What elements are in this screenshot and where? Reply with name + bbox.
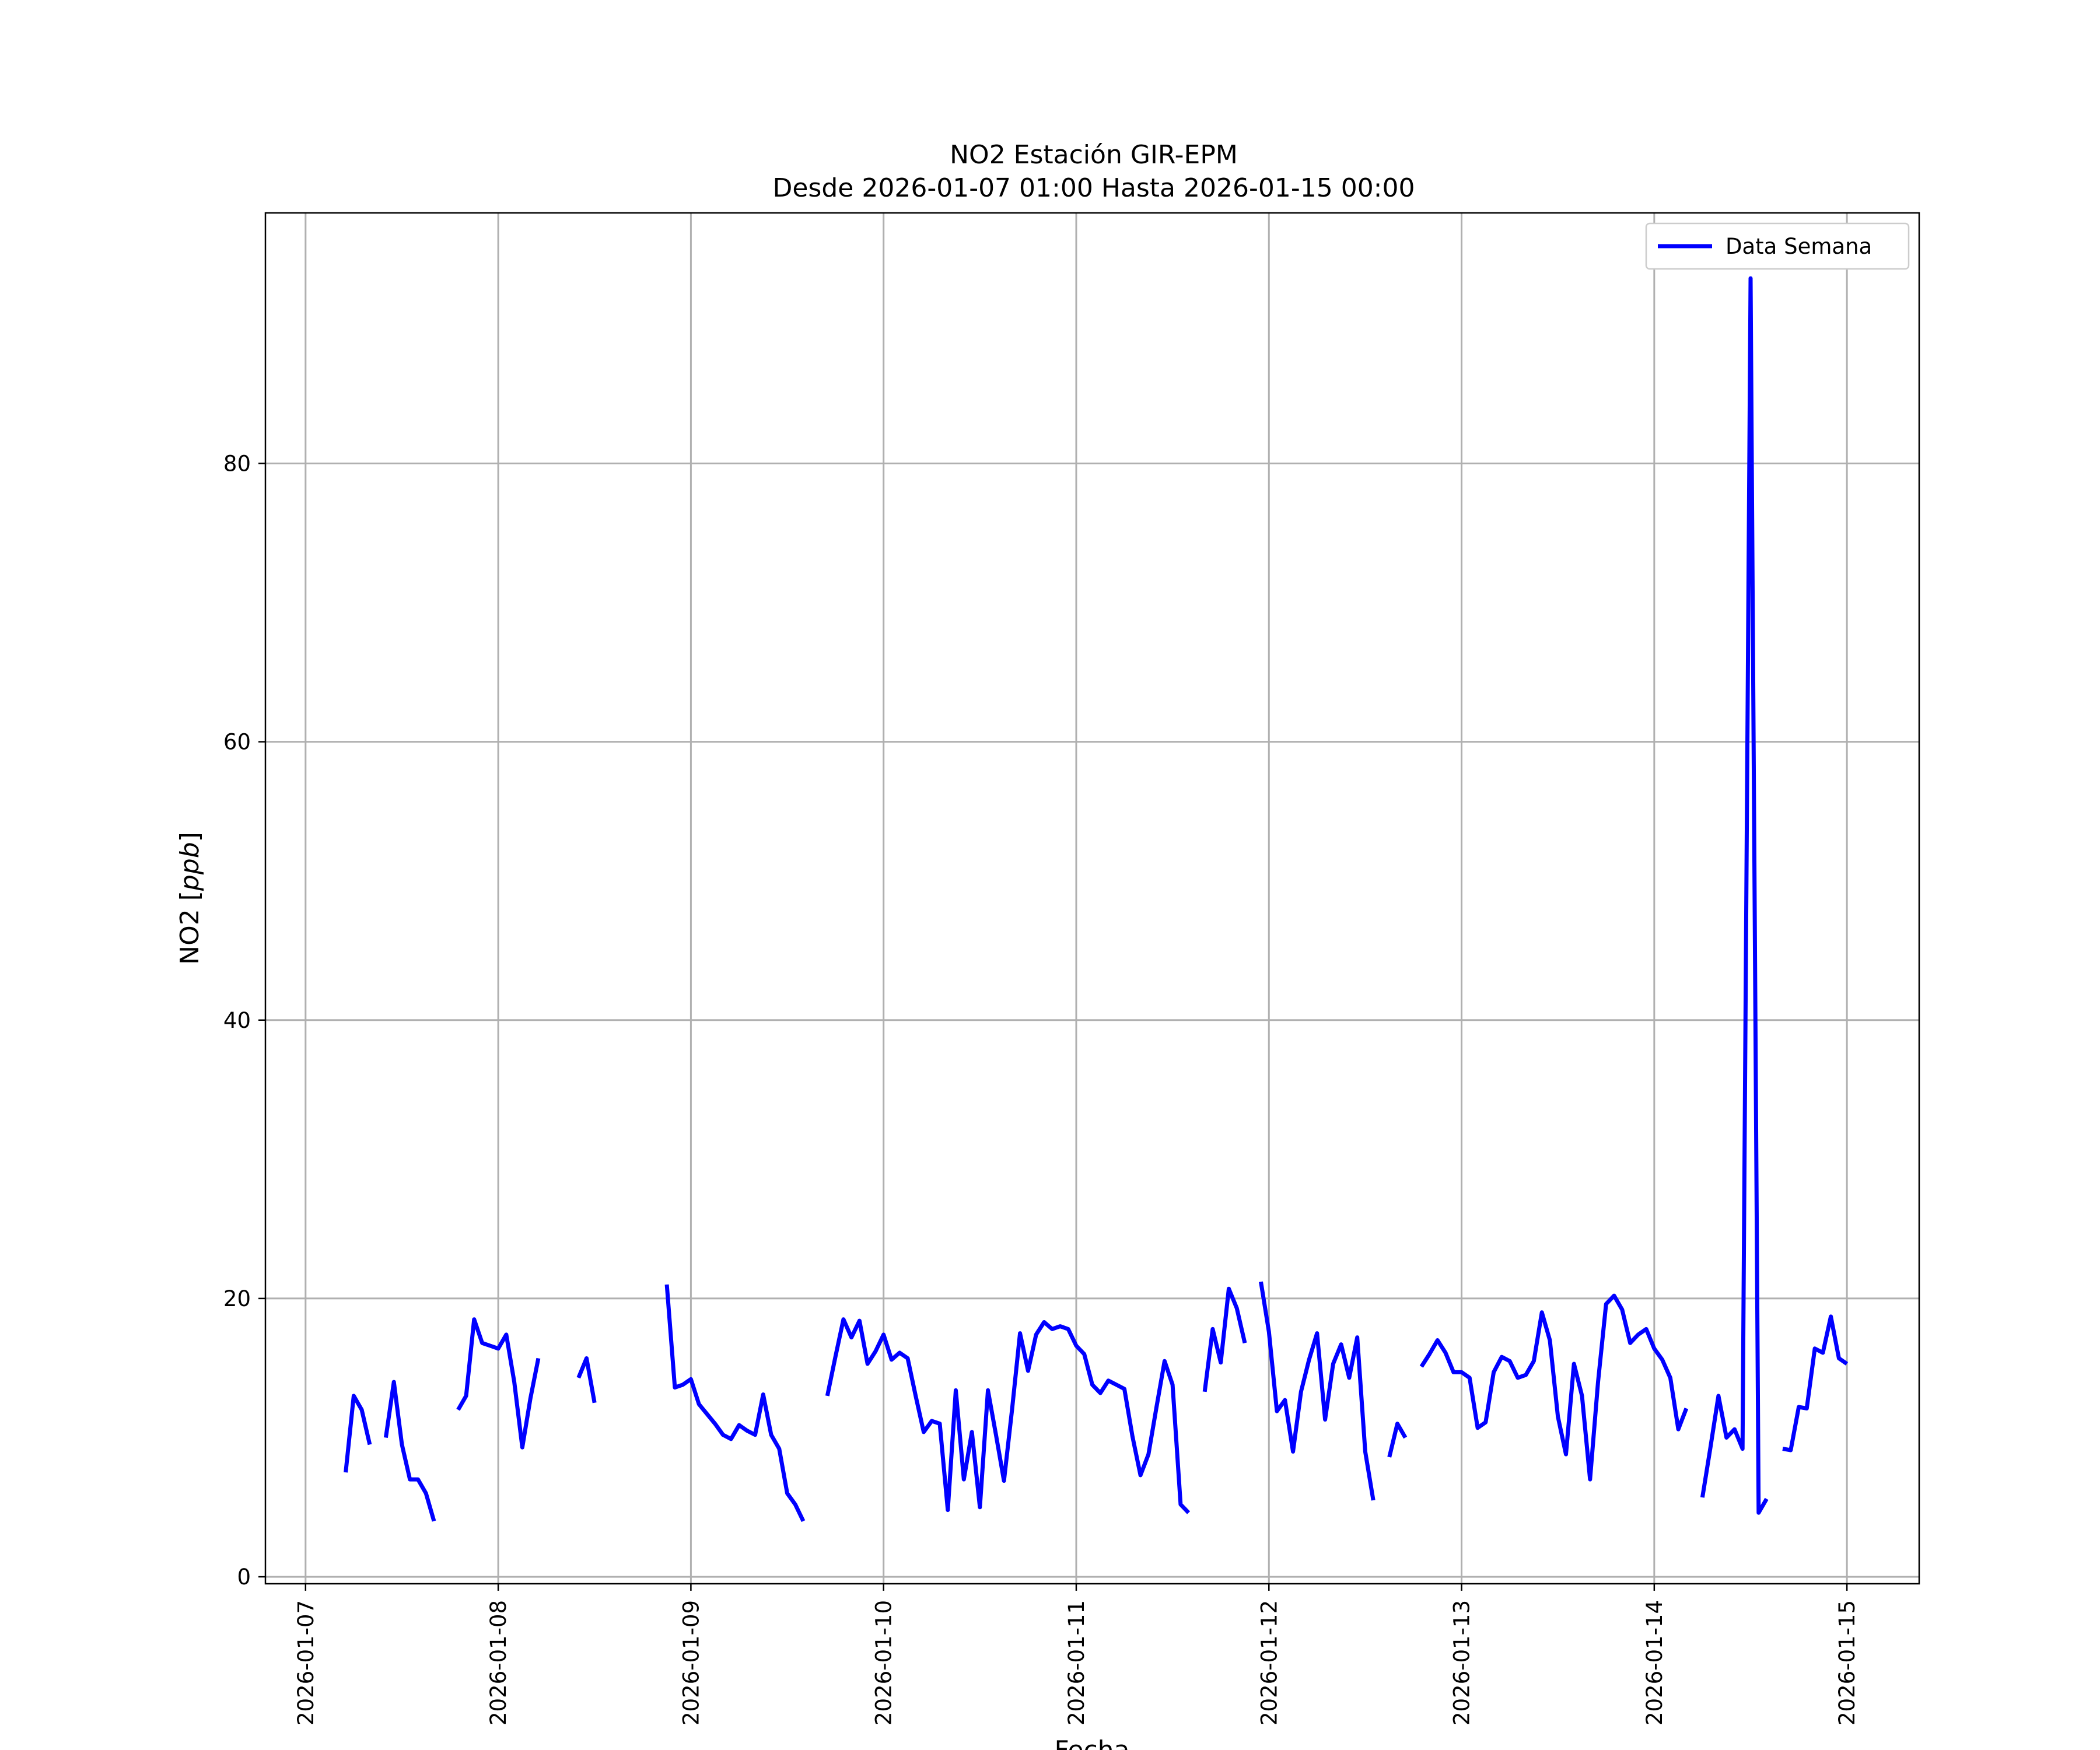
chart-subtitle: Desde 2026-01-07 01:00 Hasta 2026-01-15 …	[772, 173, 1415, 203]
series-line-segment	[825, 1317, 1191, 1514]
series-line-segment	[576, 1356, 597, 1404]
x-tick-label: 2026-01-14	[1642, 1600, 1667, 1726]
legend-frame	[1645, 222, 1910, 270]
x-tick-label: 2026-01-08	[486, 1600, 511, 1726]
legend-entry-data-semana: Data Semana	[1726, 234, 1872, 259]
x-tick-label: 2026-01-10	[872, 1600, 897, 1726]
x-tick-label: 2026-01-13	[1450, 1600, 1475, 1726]
y-tick-label: 60	[223, 730, 251, 755]
series-line-segment	[1419, 1293, 1689, 1482]
series-line-segment	[344, 1394, 372, 1473]
y-tick-label: 0	[237, 1564, 251, 1590]
x-tick-label: 2026-01-12	[1256, 1600, 1282, 1726]
series-line-segment	[1782, 1314, 1849, 1452]
series-data-semana	[344, 276, 1849, 1522]
y-tick-label: 20	[223, 1286, 251, 1311]
x-axis: 2026-01-07 2026-01-08 2026-01-09 2026-01-10…	[293, 1584, 1860, 1726]
series-line-segment	[456, 1317, 541, 1450]
series-line-segment	[1259, 1281, 1376, 1501]
series-line-segment	[1202, 1286, 1247, 1392]
y-axis: 0 20 40 60 80	[223, 451, 265, 1590]
plot-area-frame	[264, 212, 1920, 1585]
y-axis-label: NO2 [ppb]	[175, 832, 205, 965]
chart-title: NO2 Estación GIR-EPM	[950, 140, 1238, 170]
x-tick-label: 2026-01-09	[678, 1600, 704, 1726]
x-axis-label: Fecha	[1054, 1735, 1129, 1750]
grid	[265, 213, 1919, 1584]
legend: Data Semana	[1645, 222, 1910, 270]
series-line-segment	[1387, 1422, 1408, 1458]
series-line-segment	[383, 1380, 436, 1522]
x-tick-label: 2026-01-07	[293, 1600, 318, 1726]
series-line-segment	[1700, 276, 1769, 1515]
y-tick-label: 80	[223, 451, 251, 476]
series-line-segment	[664, 1284, 806, 1522]
x-tick-label: 2026-01-11	[1064, 1600, 1089, 1726]
x-tick-label: 2026-01-15	[1835, 1600, 1860, 1726]
y-tick-label: 40	[223, 1008, 251, 1033]
